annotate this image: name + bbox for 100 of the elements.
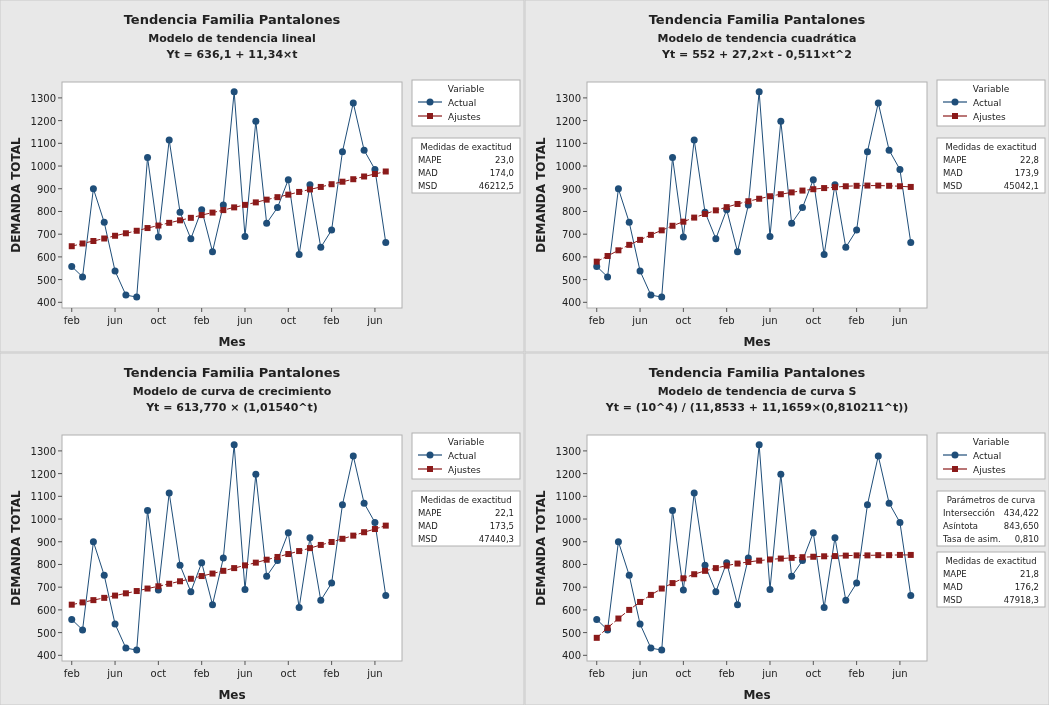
y-tick-label: 400: [36, 650, 56, 662]
y-tick-label: 1000: [30, 161, 56, 173]
y-tick-label: 700: [561, 582, 581, 594]
y-tick-label: 800: [36, 559, 56, 571]
x-tick-label: jun: [631, 668, 648, 679]
x-tick-label: jun: [891, 315, 908, 326]
y-tick-label: 1200: [30, 468, 56, 480]
x-tick-label: jun: [761, 668, 778, 679]
y-axis-title: DEMANDA TOTAL: [534, 136, 548, 253]
x-tick-label: oct: [280, 315, 297, 326]
x-tick-label: jun: [106, 315, 123, 326]
x-tick-label: jun: [236, 315, 253, 326]
x-axis-title: Mes: [218, 688, 246, 702]
y-tick-label: 1300: [555, 92, 581, 104]
y-tick-label: 400: [36, 297, 56, 309]
x-tick-label: oct: [805, 315, 822, 326]
chart-subtitle: Modelo de tendencia lineal Yt = 636,1 + 11,34×t: [148, 32, 316, 61]
y-tick-label: 500: [561, 627, 581, 639]
y-tick-label: 1200: [555, 468, 581, 480]
y-tick-label: 1300: [555, 445, 581, 457]
x-axis-title: Mes: [218, 335, 246, 349]
legend-title: Variable: [972, 437, 1010, 447]
text: MSD 47440,3: [418, 534, 514, 544]
y-tick-label: 600: [561, 604, 581, 616]
x-tick-label: jun: [891, 668, 908, 679]
x-tick-label: feb: [588, 668, 605, 679]
y-tick-label: 1200: [555, 115, 581, 127]
text: MSD 47918,3: [943, 595, 1039, 605]
x-tick-label: oct: [675, 668, 692, 679]
y-tick-label: 1000: [555, 514, 581, 526]
legend-label: Actual: [448, 97, 477, 108]
y-tick-label: 900: [561, 536, 581, 548]
y-tick-label: 800: [561, 206, 581, 218]
text: Medidas de exactitud: [420, 142, 512, 152]
text: MSD 46212,5: [418, 181, 514, 191]
text: MSD 45042,1: [943, 181, 1039, 191]
y-tick-label: 800: [36, 206, 56, 218]
text: MAPE 21,8: [943, 569, 1039, 579]
y-tick-label: 1000: [30, 514, 56, 526]
text: Medidas de exactitud: [420, 495, 512, 505]
x-tick-label: jun: [366, 668, 383, 679]
legend-label: Actual: [973, 97, 1002, 108]
legend-title: Variable: [447, 84, 485, 94]
x-tick-label: feb: [323, 668, 340, 679]
y-tick-label: 500: [36, 627, 56, 639]
y-tick-label: 400: [561, 650, 581, 662]
x-tick-label: oct: [150, 668, 167, 679]
x-axis-title: Mes: [743, 335, 771, 349]
legend-label: Ajustes: [973, 464, 1007, 475]
text: Medidas de exactitud: [945, 556, 1037, 566]
x-tick-label: oct: [150, 315, 167, 326]
y-tick-label: 1100: [555, 491, 581, 503]
y-tick-label: 1300: [30, 92, 56, 104]
chart-subtitle: Modelo de tendencia cuadrática Yt = 552 + 27,2×t - 0,511×t^2: [657, 32, 857, 61]
x-tick-label: feb: [193, 315, 210, 326]
y-tick-label: 600: [36, 251, 56, 263]
y-tick-label: 1300: [30, 445, 56, 457]
y-tick-label: 1100: [30, 491, 56, 503]
y-tick-label: 500: [36, 274, 56, 286]
legend-label: Ajustes: [448, 111, 482, 122]
legend-label: Actual: [973, 450, 1002, 461]
chart-subtitle: Modelo de tendencia de curva S Yt = (10^4) / (11,8533 + 11,1659×(0,810211^t)): [604, 385, 909, 414]
text: MAPE 22,1: [418, 508, 514, 518]
y-tick-label: 700: [36, 582, 56, 594]
text: MAD 173,9: [943, 168, 1039, 178]
x-tick-label: feb: [718, 668, 735, 679]
text: MAPE 22,8: [943, 155, 1039, 165]
y-tick-label: 700: [36, 229, 56, 241]
y-tick-label: 1100: [555, 138, 581, 150]
chart-title: Tendencia Familia Pantalones: [123, 12, 341, 27]
chart-subtitle: Modelo de curva de crecimiento Yt = 613,770 × (1,01540^t): [132, 385, 332, 414]
y-tick-label: 1100: [30, 138, 56, 150]
y-tick-label: 800: [561, 559, 581, 571]
x-axis-title: Mes: [743, 688, 771, 702]
legend-title: Variable: [972, 84, 1010, 94]
text: MAD 176,2: [943, 582, 1039, 592]
x-tick-label: oct: [280, 668, 297, 679]
text: Asíntota 843,650: [943, 521, 1039, 531]
chart-title: Tendencia Familia Pantalones: [123, 365, 341, 380]
x-tick-label: feb: [193, 668, 210, 679]
y-tick-label: 600: [36, 604, 56, 616]
text: MAD 173,5: [418, 521, 514, 531]
y-axis-title: DEMANDA TOTAL: [534, 489, 548, 606]
y-tick-label: 1000: [555, 161, 581, 173]
text: Parámetros de curva: [946, 495, 1036, 505]
chart-title: Tendencia Familia Pantalones: [648, 365, 866, 380]
x-tick-label: feb: [63, 315, 80, 326]
y-tick-label: 500: [561, 274, 581, 286]
x-tick-label: jun: [106, 668, 123, 679]
text: Medidas de exactitud: [945, 142, 1037, 152]
y-axis-title: DEMANDA TOTAL: [9, 489, 23, 606]
y-tick-label: 600: [561, 251, 581, 263]
x-tick-label: oct: [675, 315, 692, 326]
y-tick-label: 1200: [30, 115, 56, 127]
x-tick-label: jun: [631, 315, 648, 326]
text: MAD 174,0: [418, 168, 514, 178]
legend-label: Actual: [448, 450, 477, 461]
chart-title: Tendencia Familia Pantalones: [648, 12, 866, 27]
x-tick-label: feb: [718, 315, 735, 326]
y-tick-label: 700: [561, 229, 581, 241]
